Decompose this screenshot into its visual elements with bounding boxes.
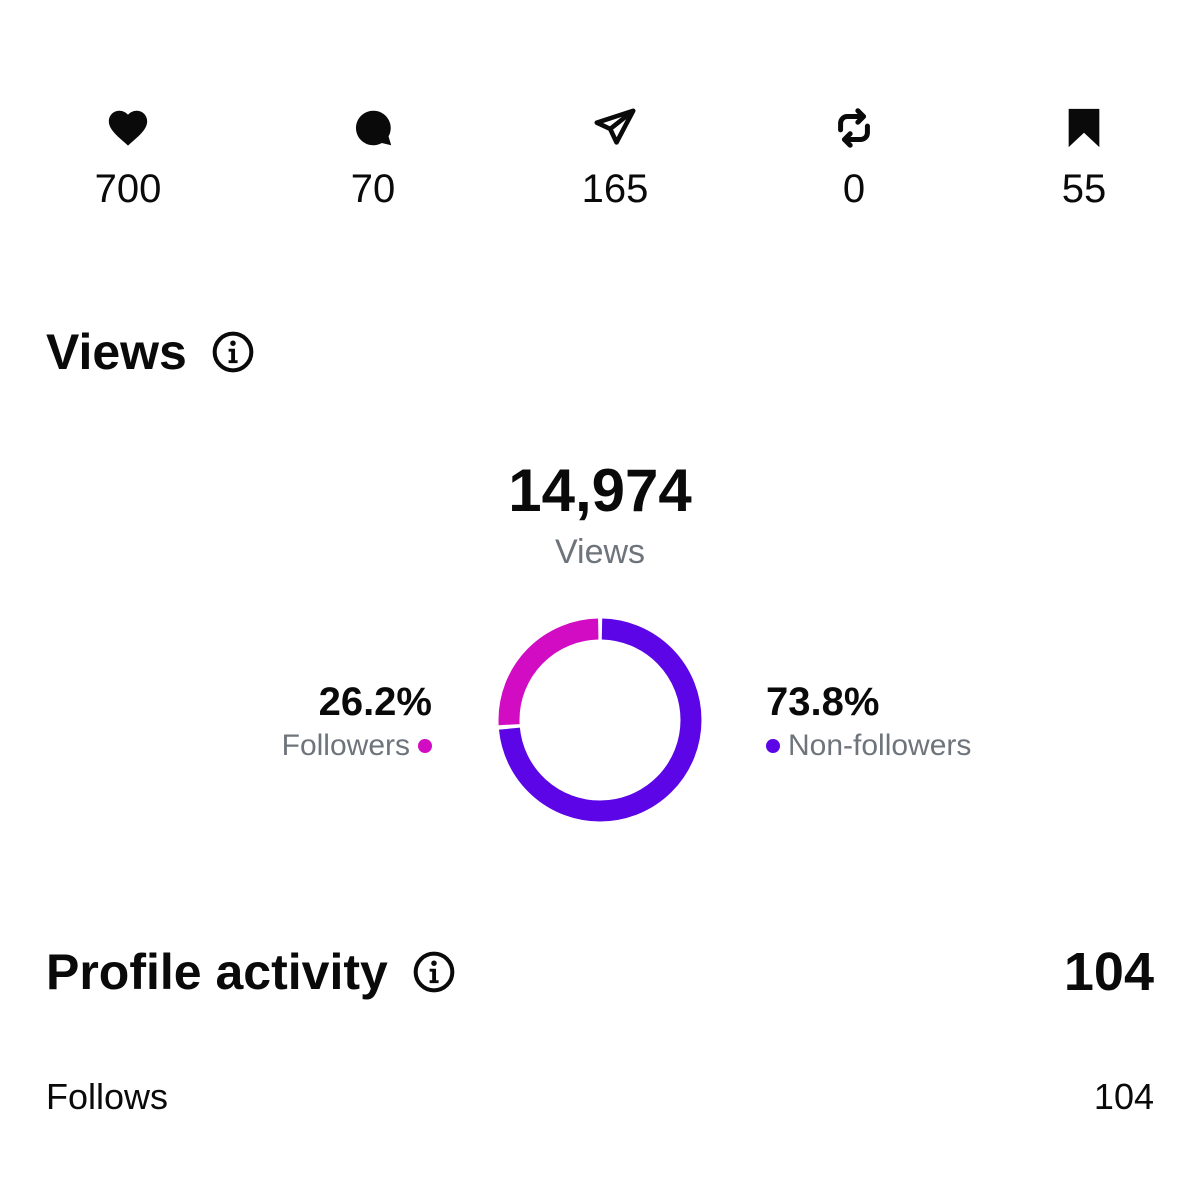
info-icon[interactable]: [412, 950, 456, 994]
non-followers-label: Non-followers: [788, 729, 972, 762]
reposts-stat: 0: [764, 105, 944, 211]
likes-count: 700: [94, 167, 162, 211]
heart-icon: [105, 105, 151, 151]
bookmark-icon: [1061, 105, 1107, 151]
views-total: 14,974: [508, 457, 692, 524]
views-title: Views: [46, 324, 187, 380]
share-icon: [592, 105, 638, 151]
saves-stat: 55: [994, 105, 1174, 211]
followers-legend: Followers: [282, 728, 432, 764]
non-followers-legend: Non-followers: [766, 728, 971, 764]
followers-dot: [418, 739, 432, 753]
shares-stat: 165: [525, 105, 705, 211]
repost-icon: [831, 105, 877, 151]
shares-count: 165: [581, 167, 649, 211]
views-caption: Views: [554, 533, 646, 571]
profile-activity-heading: Profile activity: [46, 944, 456, 1000]
follows-value: 104: [1093, 1076, 1154, 1117]
profile-activity-title: Profile activity: [46, 944, 388, 1000]
comments-stat: 70: [283, 105, 463, 211]
likes-stat: 700: [38, 105, 218, 211]
non-followers-percentage: 73.8%: [766, 680, 880, 724]
views-heading: Views: [46, 324, 255, 380]
profile-activity-total: 104: [1063, 942, 1154, 1002]
followers-percentage: 26.2%: [318, 680, 432, 724]
follows-label: Follows: [46, 1076, 169, 1117]
non-followers-dot: [766, 739, 780, 753]
comment-icon: [350, 105, 396, 151]
reposts-count: 0: [842, 167, 866, 211]
followers-label: Followers: [281, 729, 410, 762]
info-icon[interactable]: [211, 330, 255, 374]
views-donut-chart: [498, 618, 702, 822]
donut-segment-non-followers: [498, 618, 702, 822]
donut-segment-followers: [498, 618, 702, 822]
saves-count: 55: [1061, 167, 1107, 211]
comments-count: 70: [350, 167, 396, 211]
